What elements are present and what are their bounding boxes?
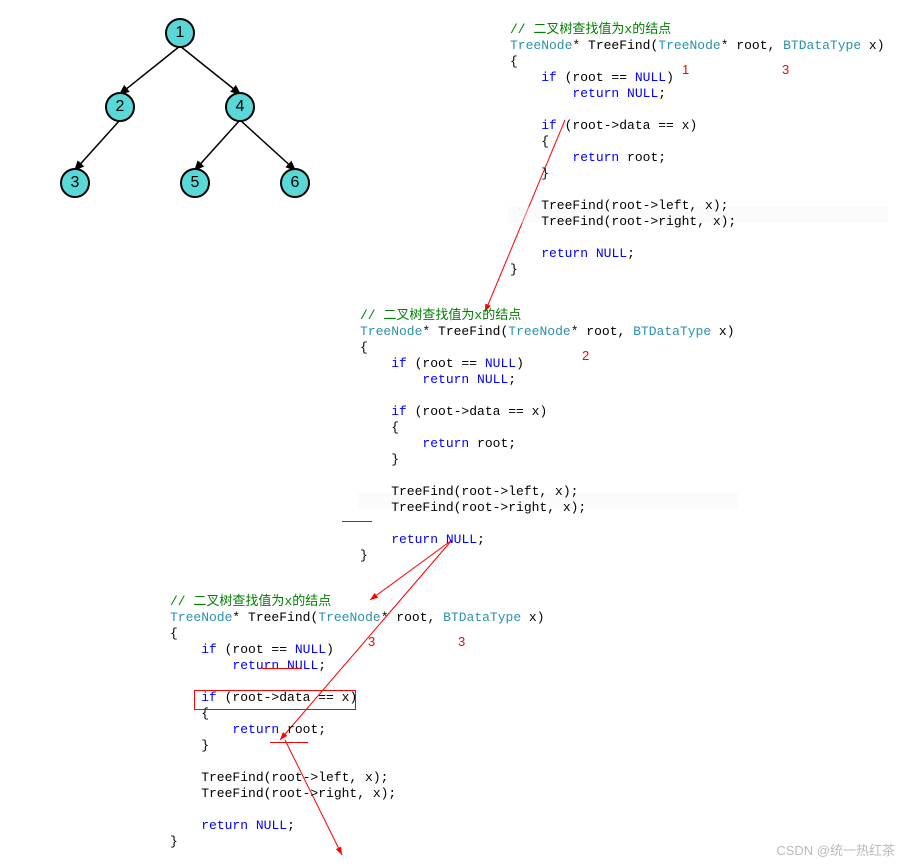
code-block-2: // 二叉树查找值为x的结点 TreeNode* TreeFind(TreeNo… xyxy=(360,308,735,564)
annotation-3c: 3 xyxy=(368,634,375,649)
tree-node-5: 5 xyxy=(180,168,210,198)
code-block-1: // 二叉树查找值为x的结点 TreeNode* TreeFind(TreeNo… xyxy=(510,22,885,278)
annotation-3d: 3 xyxy=(458,634,465,649)
watermark: CSDN @统一热红茶 xyxy=(776,840,895,859)
code-block-3: // 二叉树查找值为x的结点 TreeNode* TreeFind(TreeNo… xyxy=(170,594,545,850)
tree-node-4: 4 xyxy=(225,92,255,122)
annotation-3a: 3 xyxy=(782,62,789,77)
tree-node-2: 2 xyxy=(105,92,135,122)
annotation-1: 1 xyxy=(682,62,689,77)
annotation-2: 2 xyxy=(582,348,589,363)
tree-node-6: 6 xyxy=(280,168,310,198)
tree-node-3: 3 xyxy=(60,168,90,198)
tree-node-1: 1 xyxy=(165,18,195,48)
